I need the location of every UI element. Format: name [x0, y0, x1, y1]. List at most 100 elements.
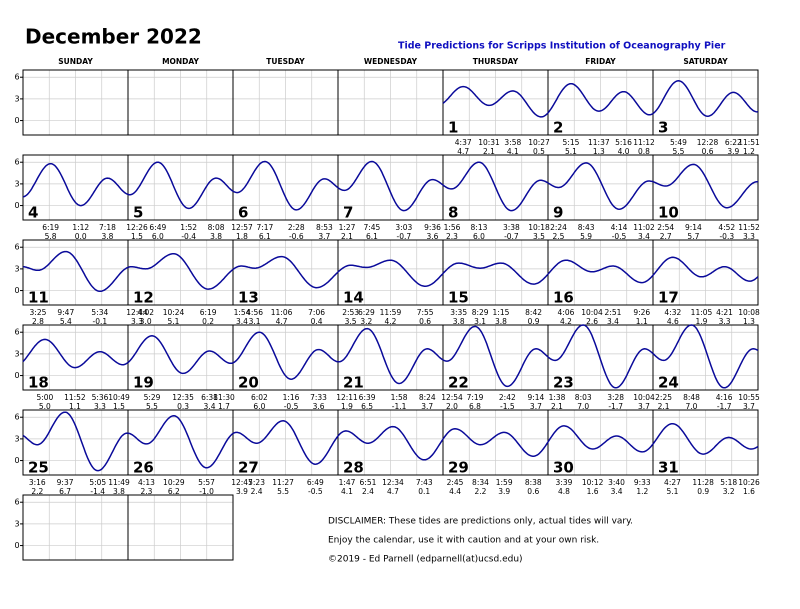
day-number: 19: [133, 374, 154, 392]
tide-time: 11:49: [108, 478, 130, 487]
tide-height: 1.9: [341, 402, 353, 411]
tide-time: 9:14: [685, 223, 702, 232]
tide-curve: [547, 162, 654, 210]
tide-curve: [652, 163, 758, 209]
y-tick-label: 6: [14, 243, 19, 252]
tide-time: 11:30: [213, 393, 235, 402]
tide-height: 3.7: [638, 402, 650, 411]
day-cell: [127, 494, 234, 561]
tide-height: 3.7: [743, 402, 755, 411]
subtitle: Tide Predictions for Scripps Institution…: [398, 41, 726, 52]
y-tick-label: 6: [14, 413, 19, 422]
tide-curve: [547, 425, 654, 453]
y-tick-label: 0: [14, 201, 19, 210]
tide-curve: [652, 324, 759, 389]
tide-time: 3:35: [450, 308, 467, 317]
tide-height: 0.4: [311, 317, 323, 326]
tide-height: 0.0: [75, 232, 87, 241]
tide-height: 5.4: [60, 317, 72, 326]
tide-time: 3:58: [504, 138, 521, 147]
tide-time: 4:52: [718, 223, 735, 232]
tide-height: 3.7: [318, 232, 330, 241]
tide-height: 5.8: [45, 232, 57, 241]
tide-curve: [232, 255, 339, 289]
tide-height: 2.8: [32, 317, 44, 326]
tide-time: 7:43: [416, 478, 433, 487]
tide-height: 1.5: [113, 402, 125, 411]
y-tick-label: 3: [14, 264, 19, 273]
tide-height: 4.1: [507, 147, 519, 156]
tide-height: 3.4: [607, 317, 619, 326]
tide-curve: [547, 259, 654, 284]
tide-time: 11:12: [633, 138, 655, 147]
tide-height: 1.6: [587, 487, 599, 496]
tide-time: 1:56: [444, 223, 461, 232]
tide-height: 0.9: [528, 317, 540, 326]
tide-height: 2.4: [362, 487, 374, 496]
tide-height: 3.2: [360, 317, 372, 326]
tide-curve: [442, 325, 549, 388]
tide-time: 11:27: [272, 478, 294, 487]
day-number: 25: [28, 459, 49, 477]
tide-time: 2:53: [342, 308, 359, 317]
tide-height: 4.7: [457, 147, 469, 156]
tide-time: 4:16: [716, 393, 733, 402]
day-cell: [652, 409, 759, 476]
tide-height: 3.3: [743, 232, 755, 241]
day-number: 22: [448, 374, 469, 392]
tide-height: 6.2: [168, 487, 180, 496]
tide-time: 6:19: [200, 308, 217, 317]
weekday-header: WEDNESDAY: [364, 57, 418, 66]
tide-height: 0.3: [177, 402, 189, 411]
tide-height: 4.6: [667, 317, 679, 326]
tide-curve: [22, 338, 129, 369]
tide-height: 0.5: [533, 147, 545, 156]
tide-time: 8:29: [472, 308, 489, 317]
tide-height: 3.4: [611, 487, 623, 496]
tide-time: 5:16: [615, 138, 632, 147]
tide-curve: [232, 160, 339, 211]
day-number: 15: [448, 289, 469, 307]
tide-time: 1:38: [549, 393, 566, 402]
tide-height: -0.5: [308, 487, 323, 496]
day-number: 8: [448, 204, 458, 222]
tide-time: 5:15: [563, 138, 580, 147]
tide-height: 1.2: [636, 487, 648, 496]
tide-curve: [652, 256, 759, 282]
tide-height: 7.0: [686, 402, 698, 411]
tide-curve: [232, 420, 339, 465]
tide-height: 6.8: [469, 402, 481, 411]
tide-height: 2.3: [140, 487, 152, 496]
tide-height: -0.7: [504, 232, 519, 241]
tide-height: 2.1: [551, 402, 563, 411]
tide-height: 2.2: [475, 487, 487, 496]
tide-time: 6:29: [358, 308, 375, 317]
tide-time: 3:03: [395, 223, 412, 232]
tide-time: 7:33: [310, 393, 327, 402]
tide-time: 3:40: [608, 478, 625, 487]
tide-time: 6:22: [725, 138, 742, 147]
day-number: 14: [343, 289, 364, 307]
y-tick-label: 6: [14, 73, 19, 82]
tide-height: 3.4: [236, 317, 248, 326]
day-number: 13: [238, 289, 259, 307]
day-number: 7: [343, 204, 353, 222]
tide-height: 2.4: [251, 487, 263, 496]
y-tick-label: 0: [14, 116, 19, 125]
weekday-header: SATURDAY: [683, 57, 728, 66]
tide-height: -0.4: [181, 232, 196, 241]
tide-curve: [337, 160, 444, 212]
tide-time: 10:26: [738, 478, 760, 487]
tide-time: 2:42: [499, 393, 516, 402]
tide-curve: [232, 331, 339, 380]
day-cell: [652, 69, 759, 136]
tide-time: 4:06: [558, 308, 575, 317]
y-tick-label: 3: [14, 179, 19, 188]
tide-time: 2:24: [550, 223, 567, 232]
tide-time: 5:36: [92, 393, 109, 402]
tide-height: -1.7: [717, 402, 732, 411]
tide-curve: [127, 252, 234, 290]
tide-time: 10:24: [163, 308, 185, 317]
tide-height: 1.8: [236, 232, 248, 241]
y-tick-label: 0: [14, 371, 19, 380]
